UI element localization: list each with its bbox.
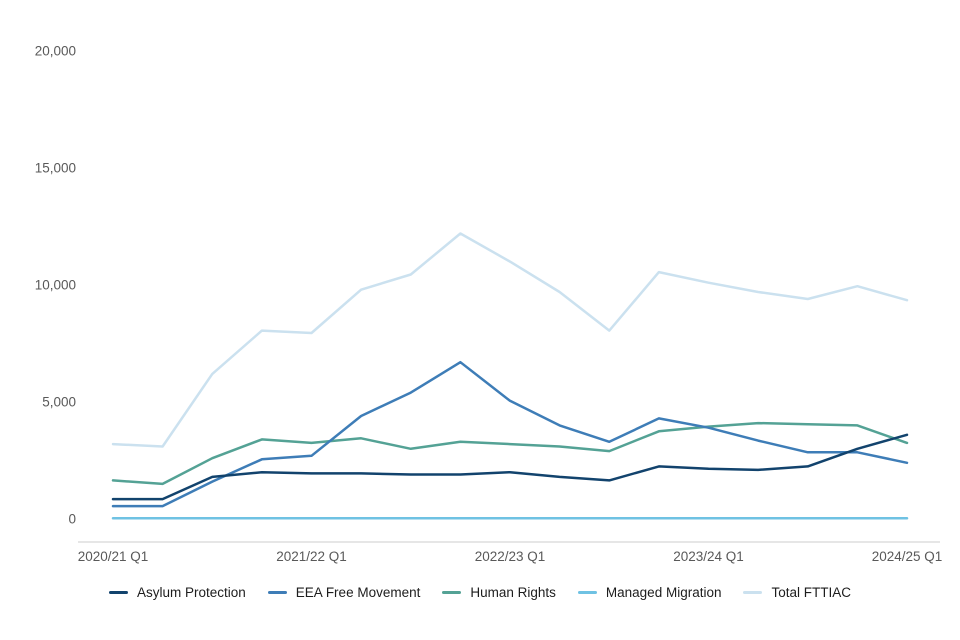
x-axis-tick-label: 2022/23 Q1 [475,549,546,564]
series-line-asylum-protection [111,433,909,501]
legend-item-eea-free-movement[interactable]: EEA Free Movement [267,585,421,600]
x-axis-tick-label: 2024/25 Q1 [872,549,943,564]
legend-swatch-icon [109,591,128,594]
x-axis-tick-label: 2023/24 Q1 [673,549,744,564]
legend-label: EEA Free Movement [295,585,421,600]
legend-label: Human Rights [470,585,556,600]
y-axis-tick-label: 10,000 [35,278,76,293]
legend-swatch-icon [442,591,462,594]
legend-item-managed-migration[interactable]: Managed Migration [577,585,722,600]
chart-legend: Asylum Protection EEA Free Movement Human … [0,585,960,600]
legend-item-human-rights[interactable]: Human Rights [442,585,556,600]
legend-swatch-icon [577,591,597,594]
legend-label: Managed Migration [605,585,722,600]
y-axis-tick-label: 20,000 [35,44,76,59]
legend-swatch-icon [743,591,763,594]
series-line-total-fttiac [111,232,909,448]
legend-item-asylum-protection[interactable]: Asylum Protection [109,585,246,600]
x-axis-tick-label: 2020/21 Q1 [78,549,149,564]
legend-swatch-icon [267,591,287,594]
y-axis-tick-label: 0 [68,512,76,527]
series-line-human-rights [111,421,909,486]
legend-label: Asylum Protection [137,585,246,600]
legend-label: Total FTTIAC [771,585,851,600]
legend-item-total-fttiac[interactable]: Total FTTIAC [743,585,851,600]
x-axis-tick-label: 2021/22 Q1 [276,549,347,564]
y-axis-tick-label: 15,000 [35,161,76,176]
series-line-eea-free-movement [111,360,909,508]
y-axis-tick-label: 5,000 [42,395,76,410]
